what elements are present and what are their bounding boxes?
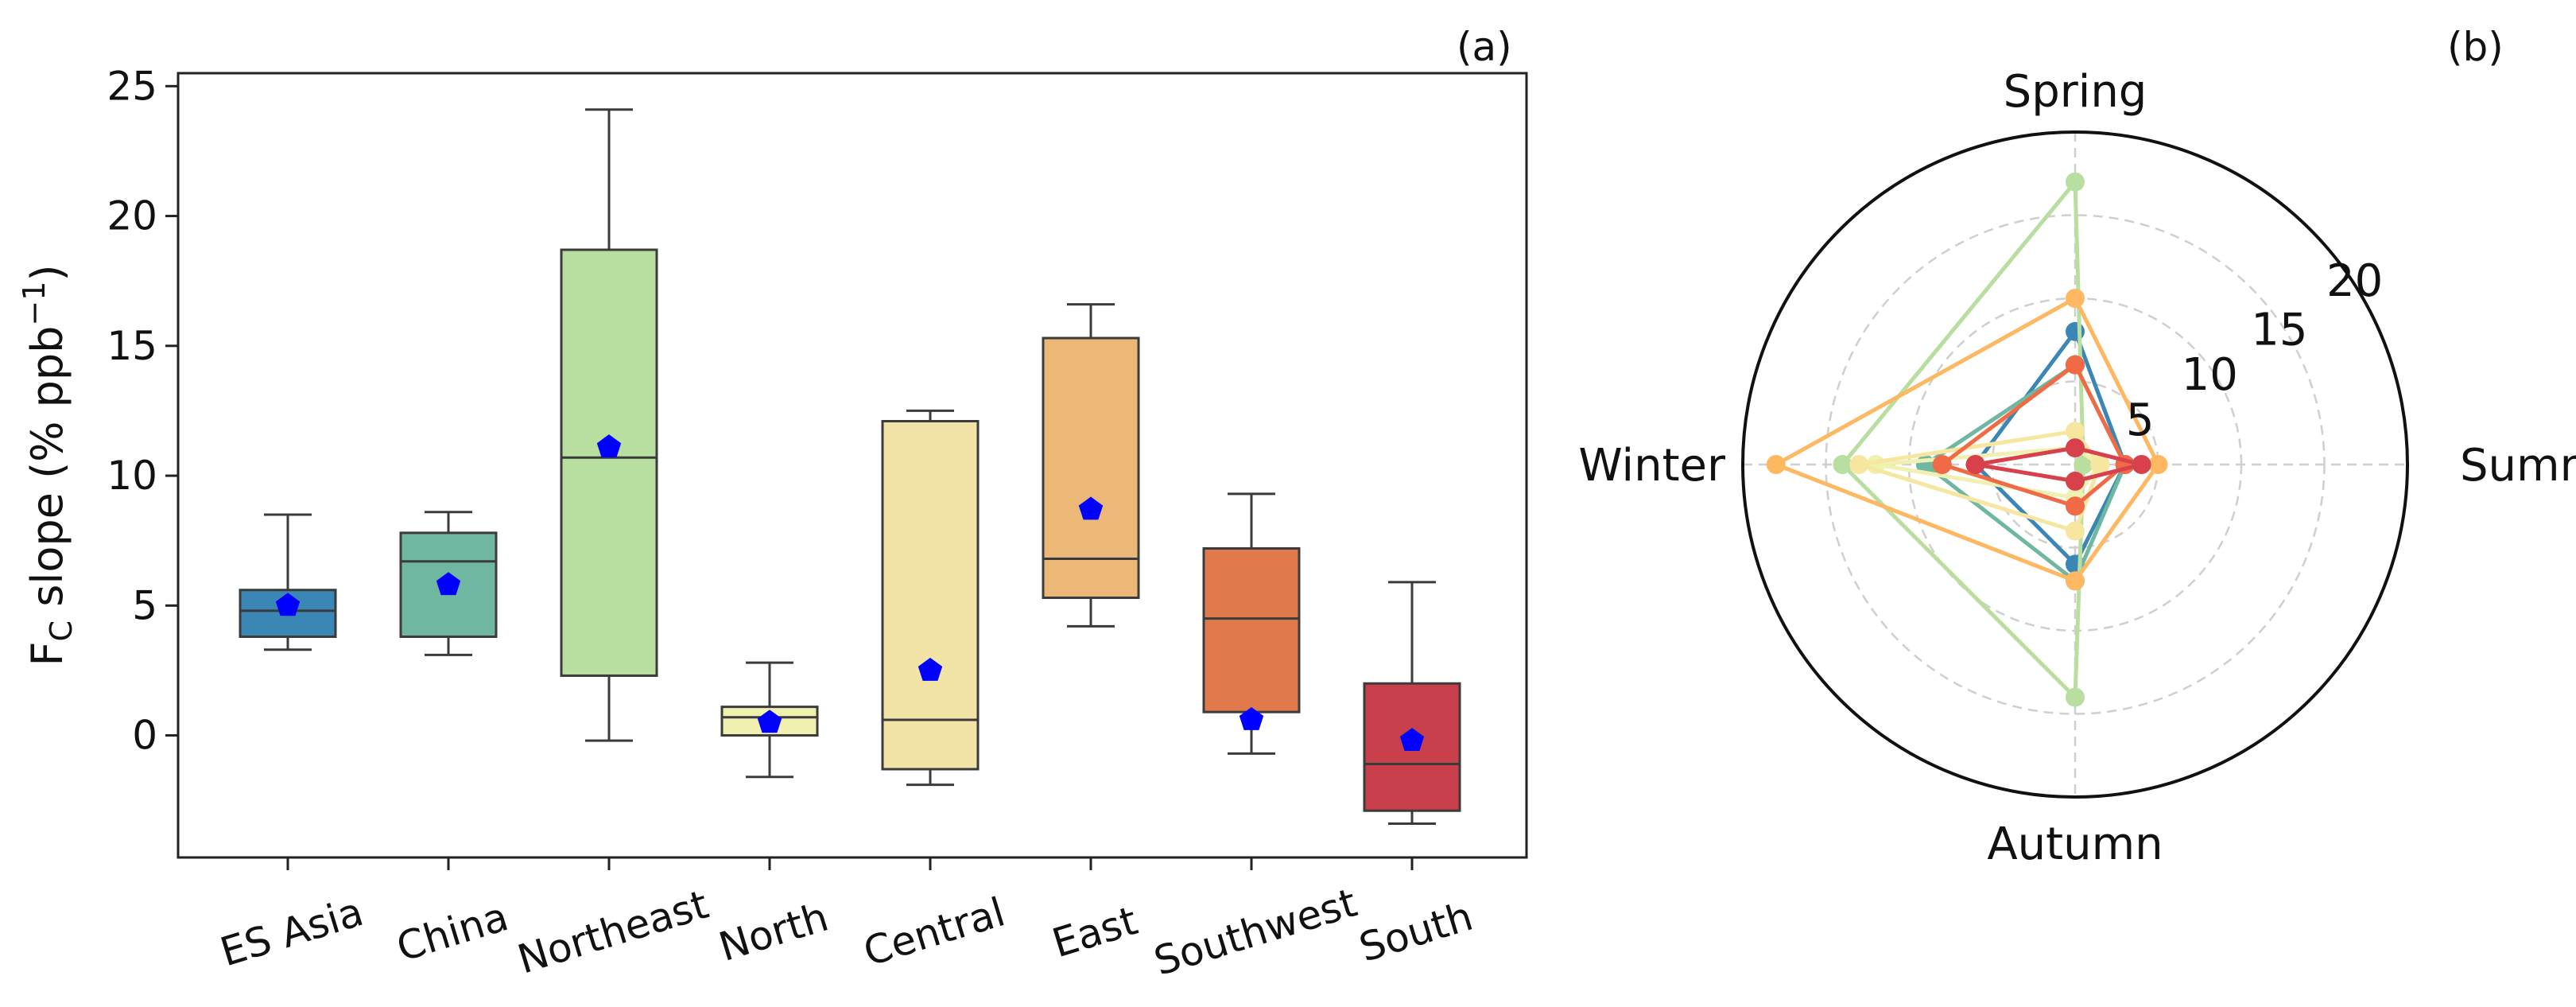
radial-tick-label: 5 xyxy=(2126,395,2155,446)
series-point xyxy=(1965,455,1985,474)
panel-a-label: (a) xyxy=(1457,24,1512,70)
series-point xyxy=(1849,455,1869,474)
outer-circle xyxy=(1741,130,2409,799)
y-label-main: F xyxy=(22,641,72,666)
box-east xyxy=(1042,303,1140,628)
y-label-close: ) xyxy=(22,264,72,281)
series-point xyxy=(2074,455,2093,474)
series-point xyxy=(2066,321,2085,341)
series-point xyxy=(2148,455,2168,474)
mean-marker xyxy=(1399,728,1425,751)
iqr-box xyxy=(1042,336,1140,600)
mean-marker xyxy=(1239,707,1264,730)
mean-marker xyxy=(596,434,622,458)
series-point xyxy=(2066,471,2085,491)
x-tick-label: Northeast xyxy=(512,881,713,983)
y-label-superscript: −1 xyxy=(17,282,52,326)
y-ticks: 0 5 10 15 20 25 xyxy=(107,63,178,759)
x-tick-label: South xyxy=(1354,893,1478,971)
series-point xyxy=(2066,172,2085,192)
radial-tick-label: 20 xyxy=(2326,255,2383,307)
y-tick-label: 25 xyxy=(107,63,157,109)
mean-marker xyxy=(757,710,782,733)
iqr-box xyxy=(1363,682,1461,812)
series-point xyxy=(2132,455,2151,474)
radial-tick-label: 10 xyxy=(2182,349,2238,401)
season-label-winter: Winter xyxy=(1578,440,1726,492)
iqr-box xyxy=(881,419,980,771)
y-tick-label: 5 xyxy=(132,582,157,628)
x-tick-label: Southwest xyxy=(1149,880,1362,985)
x-tick-label: China xyxy=(391,893,514,970)
y-axis-label: FC slope (% ppb−1) xyxy=(17,264,79,666)
iqr-box xyxy=(560,248,658,677)
series-point xyxy=(1833,455,1852,474)
series-point xyxy=(2066,355,2085,375)
box-south xyxy=(1363,581,1461,826)
y-tick-label: 20 xyxy=(107,193,157,239)
series-point xyxy=(1766,455,1786,474)
series-point xyxy=(2066,687,2085,707)
y-label-text: slope (% ppb xyxy=(22,326,72,620)
box-northeast xyxy=(560,108,658,742)
series-point xyxy=(2066,438,2085,458)
x-tick-label: ES Asia xyxy=(215,888,369,975)
box-central xyxy=(881,409,980,787)
mean-marker xyxy=(275,593,301,616)
series-point xyxy=(2066,521,2085,541)
mean-markers xyxy=(275,434,1425,751)
x-tick-label: Central xyxy=(858,888,1010,975)
series-point xyxy=(2066,422,2085,441)
series-line xyxy=(1973,329,2128,566)
box-es-asia xyxy=(239,513,337,651)
radial-tick-label: 15 xyxy=(2251,304,2307,356)
series-point xyxy=(2090,455,2110,474)
mean-marker xyxy=(436,572,461,596)
series-point xyxy=(2066,571,2085,591)
y-tick-label: 0 xyxy=(132,713,157,759)
series-point xyxy=(2066,496,2085,516)
x-tick-label: East xyxy=(1047,897,1143,966)
iqr-box xyxy=(1202,546,1301,713)
y-label-subscript: C xyxy=(44,620,79,642)
y-tick-label: 15 xyxy=(107,323,157,369)
mean-marker xyxy=(918,657,943,681)
series-point xyxy=(1932,455,1952,474)
x-tick-label: North xyxy=(714,894,834,970)
panel-b-label: (b) xyxy=(2447,24,2504,70)
mean-marker xyxy=(1078,496,1104,520)
box-southwest xyxy=(1202,492,1301,755)
y-tick-label: 10 xyxy=(107,453,157,499)
series-point xyxy=(2066,289,2085,308)
season-label-summer: Summer xyxy=(2460,440,2576,492)
plot-frame xyxy=(177,72,1528,859)
radar-series xyxy=(1766,172,2168,707)
series-south xyxy=(1965,438,2151,491)
box-series xyxy=(239,108,1461,826)
season-label-spring: Spring xyxy=(2004,66,2147,118)
series-east xyxy=(1766,289,2168,591)
season-label-autumn: Autumn xyxy=(1987,818,2163,870)
series-line xyxy=(1774,296,2160,583)
